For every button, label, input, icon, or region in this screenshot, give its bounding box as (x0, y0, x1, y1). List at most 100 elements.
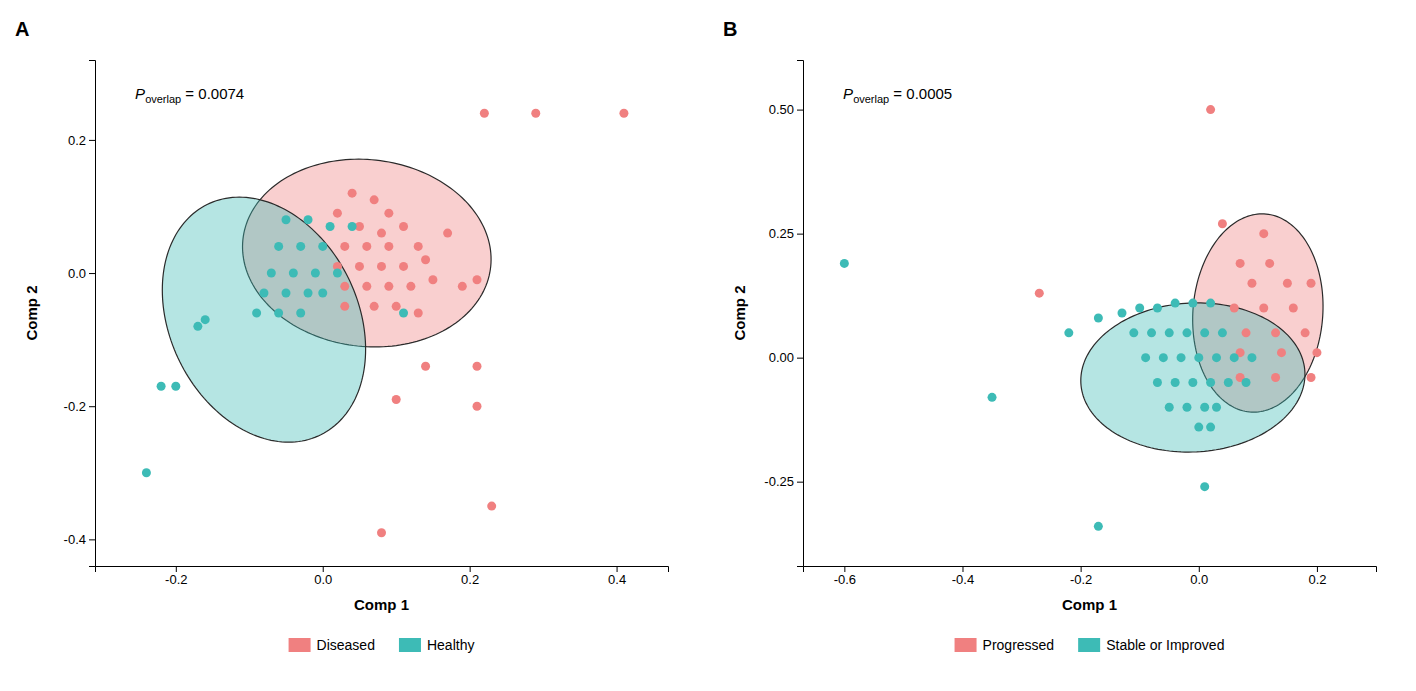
point (318, 242, 327, 251)
point (1200, 328, 1209, 337)
point (1153, 304, 1162, 313)
point (1035, 289, 1044, 298)
panel: -0.20.00.20.4-0.4-0.20.00.2Comp 1Comp 2A… (15, 18, 669, 653)
point (384, 209, 393, 218)
point (1206, 105, 1215, 114)
point (1182, 328, 1191, 337)
point (406, 282, 415, 291)
point (1200, 403, 1209, 412)
point (1135, 304, 1144, 313)
point (282, 289, 291, 298)
x-axis: -0.20.00.20.4 (96, 566, 669, 587)
x-tick: 0.4 (608, 566, 626, 587)
point (399, 309, 408, 318)
point (1277, 348, 1286, 357)
legend-swatch (1078, 638, 1100, 652)
point (1117, 309, 1126, 318)
point (988, 393, 997, 402)
x-tick: 0.2 (1308, 566, 1326, 587)
point (259, 289, 268, 298)
y-tick-label: 0.50 (769, 102, 794, 117)
y-tick-mark (89, 140, 95, 141)
point (1212, 353, 1221, 362)
point (1165, 403, 1174, 412)
legend-item: Stable or Improved (1078, 637, 1224, 653)
y-axis-line (89, 61, 96, 567)
point (473, 275, 482, 284)
point (392, 395, 401, 404)
point (1247, 353, 1256, 362)
point (333, 269, 342, 278)
point (252, 309, 261, 318)
x-tick-label: 0.2 (461, 572, 479, 587)
y-tick-mark (89, 406, 95, 407)
legend-label: Progressed (983, 637, 1055, 653)
legend-item: Healthy (399, 637, 474, 653)
point (487, 502, 496, 511)
panel-label: A (15, 18, 29, 40)
y-axis-title: Comp 2 (731, 285, 748, 340)
x-tick: -0.6 (834, 566, 856, 587)
panel-label: B (723, 18, 737, 40)
point (157, 382, 166, 391)
point (333, 209, 342, 218)
y-axis: -0.250.000.250.50 (764, 61, 803, 567)
y-tick-mark (797, 482, 803, 483)
x-tick-label: -0.2 (1070, 572, 1092, 587)
point (1265, 259, 1274, 268)
point (414, 309, 423, 318)
x-tick-label: 0.2 (1308, 572, 1326, 587)
x-axis-line (804, 567, 1377, 573)
point (296, 309, 305, 318)
x-tick: 0.0 (1190, 566, 1208, 587)
point (1094, 522, 1103, 531)
point (171, 382, 180, 391)
legend-label: Diseased (317, 637, 375, 653)
point (473, 402, 482, 411)
x-tick-label: -0.2 (165, 572, 187, 587)
point (1194, 423, 1203, 432)
annotation: Poverlap = 0.0005 (843, 85, 952, 105)
annotation-subscript: overlap (145, 93, 181, 105)
point (326, 222, 335, 231)
y-axis-title: Comp 2 (23, 285, 40, 340)
point (1259, 229, 1268, 238)
point (1289, 304, 1298, 313)
legend-label: Stable or Improved (1106, 637, 1224, 653)
ellipse (1081, 303, 1305, 452)
point (1247, 279, 1256, 288)
point (1182, 403, 1191, 412)
y-axis-line (797, 61, 804, 567)
point (355, 262, 364, 271)
legend-label: Healthy (427, 637, 474, 653)
point (1165, 328, 1174, 337)
legend-swatch (289, 638, 311, 652)
point (1301, 328, 1310, 337)
x-tick-mark (1199, 566, 1200, 572)
y-tick-label: 0.2 (68, 133, 86, 148)
point (1064, 328, 1073, 337)
point (1271, 328, 1280, 337)
point (362, 242, 371, 251)
legend: Diseased Healthy (289, 637, 475, 653)
point-group (333, 109, 629, 537)
annotation-text: P (135, 85, 145, 102)
point (1224, 378, 1233, 387)
point-group (1035, 105, 1322, 382)
point (377, 229, 386, 238)
point (1171, 299, 1180, 308)
y-tick-mark (89, 273, 95, 274)
x-axis: -0.6-0.4-0.20.00.2 (804, 566, 1377, 587)
x-tick-mark (617, 566, 618, 572)
x-tick-mark (1081, 566, 1082, 572)
y-tick: 0.50 (769, 102, 803, 117)
point (282, 215, 291, 224)
point (340, 282, 349, 291)
x-tick-label: 0.4 (608, 572, 626, 587)
point (399, 222, 408, 231)
legend-item: Progressed (955, 637, 1055, 653)
point (392, 302, 401, 311)
point (296, 242, 305, 251)
point (274, 309, 283, 318)
y-axis: -0.4-0.20.00.2 (64, 61, 96, 567)
